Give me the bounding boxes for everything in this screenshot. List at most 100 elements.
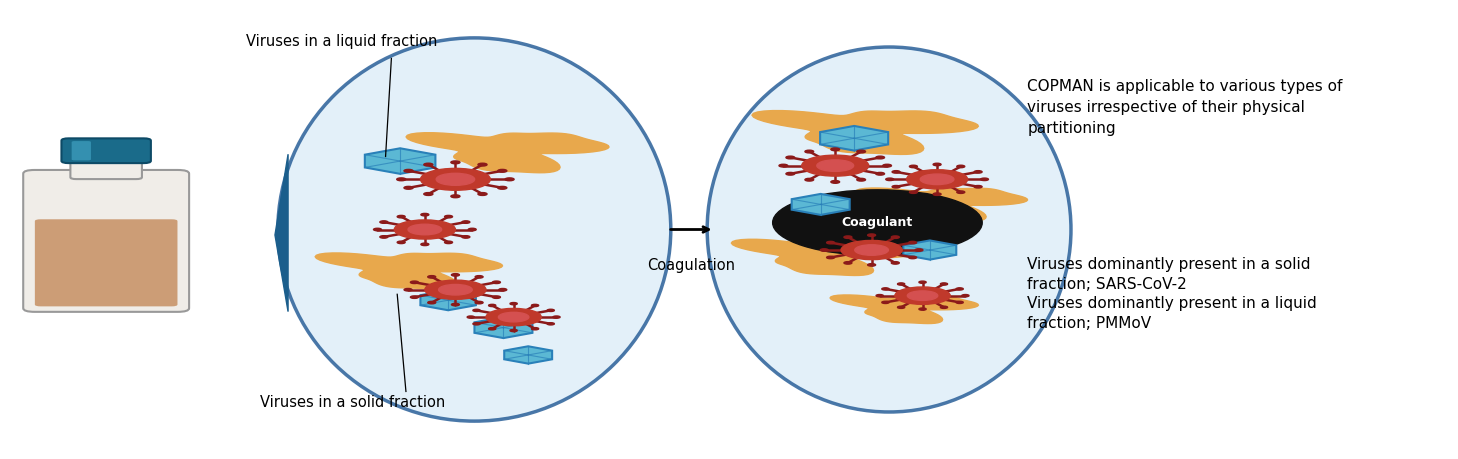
Polygon shape [856, 188, 1028, 221]
Circle shape [868, 263, 876, 266]
Polygon shape [407, 133, 609, 173]
Circle shape [786, 156, 795, 159]
Circle shape [421, 213, 429, 216]
Circle shape [895, 287, 951, 304]
Circle shape [394, 220, 455, 239]
Circle shape [854, 245, 888, 255]
Circle shape [773, 190, 983, 256]
Circle shape [882, 301, 889, 303]
Polygon shape [364, 148, 436, 174]
Circle shape [547, 323, 554, 325]
Circle shape [397, 215, 405, 218]
Circle shape [532, 304, 538, 307]
Polygon shape [904, 241, 956, 260]
Polygon shape [830, 295, 978, 324]
Circle shape [933, 163, 940, 166]
Circle shape [478, 193, 487, 196]
Circle shape [486, 308, 541, 326]
Ellipse shape [278, 38, 671, 421]
Circle shape [857, 179, 866, 181]
Circle shape [844, 236, 851, 238]
Circle shape [805, 179, 814, 181]
Circle shape [974, 185, 983, 188]
Text: Viruses in a solid fraction: Viruses in a solid fraction [261, 395, 446, 409]
Circle shape [891, 262, 900, 264]
Circle shape [397, 178, 405, 181]
Circle shape [510, 302, 518, 305]
Circle shape [467, 316, 474, 318]
Circle shape [907, 170, 968, 189]
Circle shape [907, 291, 937, 301]
Circle shape [420, 168, 490, 190]
Circle shape [424, 193, 433, 196]
Circle shape [910, 191, 917, 193]
Circle shape [472, 323, 480, 325]
Circle shape [940, 283, 948, 285]
Circle shape [956, 191, 965, 193]
Text: Coagulation: Coagulation [647, 258, 735, 273]
FancyBboxPatch shape [71, 141, 90, 160]
Circle shape [827, 241, 834, 244]
Polygon shape [792, 194, 850, 215]
Circle shape [488, 328, 496, 330]
Circle shape [510, 330, 518, 332]
Circle shape [468, 228, 477, 231]
Circle shape [916, 249, 923, 251]
Text: Viruses dominantly present in a solid
fraction; SARS-CoV-2
Viruses dominantly pr: Viruses dominantly present in a solid fr… [1028, 257, 1317, 331]
Polygon shape [504, 346, 553, 364]
Polygon shape [315, 253, 503, 289]
Circle shape [876, 156, 885, 159]
Polygon shape [276, 154, 289, 312]
Circle shape [488, 304, 496, 307]
Circle shape [427, 302, 436, 304]
Circle shape [532, 328, 538, 330]
Circle shape [424, 280, 486, 299]
Circle shape [974, 171, 983, 173]
Circle shape [475, 302, 483, 304]
Circle shape [504, 178, 515, 181]
Circle shape [831, 148, 840, 151]
Circle shape [421, 243, 429, 246]
Circle shape [779, 164, 787, 167]
Circle shape [397, 241, 405, 244]
Circle shape [882, 164, 891, 167]
Circle shape [962, 295, 970, 297]
Circle shape [404, 288, 413, 291]
Circle shape [381, 221, 388, 224]
Circle shape [475, 275, 483, 278]
Polygon shape [474, 317, 532, 338]
Circle shape [920, 174, 954, 185]
Circle shape [381, 235, 388, 238]
Circle shape [802, 155, 869, 176]
FancyBboxPatch shape [35, 219, 178, 306]
Circle shape [451, 161, 459, 164]
Polygon shape [752, 111, 978, 154]
Circle shape [439, 285, 472, 295]
Circle shape [898, 306, 905, 308]
Circle shape [827, 256, 834, 259]
Circle shape [844, 262, 851, 264]
Circle shape [940, 306, 948, 308]
Circle shape [452, 274, 459, 276]
Circle shape [451, 195, 459, 198]
Circle shape [933, 193, 940, 196]
FancyBboxPatch shape [61, 138, 150, 163]
Circle shape [445, 241, 452, 244]
Circle shape [497, 169, 507, 172]
Circle shape [956, 165, 965, 168]
Circle shape [452, 303, 459, 306]
Circle shape [404, 186, 413, 189]
Circle shape [892, 171, 900, 173]
Circle shape [816, 160, 853, 171]
Circle shape [404, 169, 413, 172]
Circle shape [445, 215, 452, 218]
Circle shape [427, 275, 436, 278]
Circle shape [499, 288, 507, 291]
Circle shape [493, 296, 500, 298]
Circle shape [956, 301, 964, 303]
Circle shape [472, 309, 480, 312]
Circle shape [857, 150, 866, 153]
Circle shape [373, 228, 382, 231]
Polygon shape [420, 290, 475, 310]
Circle shape [821, 249, 828, 251]
